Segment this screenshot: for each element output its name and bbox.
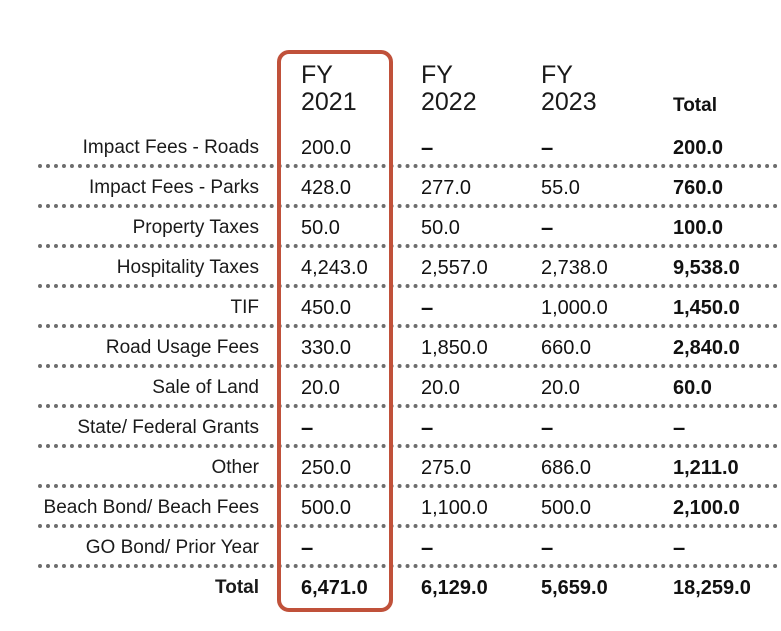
cell-fy2023: 660.0 (541, 337, 592, 359)
row-label: Other (211, 457, 259, 478)
row-separator (38, 324, 778, 328)
cell-fy2022: 275.0 (421, 457, 472, 479)
cell-fy2022: – (421, 135, 434, 160)
header-fy2021: FY 2021 (301, 61, 357, 116)
table-row: Hospitality Taxes 4,243.0 2,557.0 2,738.0 9,… (0, 248, 781, 288)
cell-fy2021: 200.0 (301, 137, 352, 159)
row-label: Total (215, 577, 259, 598)
row-label: Road Usage Fees (105, 337, 259, 358)
row-separator (38, 204, 778, 208)
cell-fy2022: – (421, 415, 434, 440)
cell-fy2023: – (541, 415, 554, 440)
table-row: GO Bond/ Prior Year – – – – (0, 528, 781, 568)
header-fy2023: FY 2023 (541, 61, 597, 116)
cell-fy2021: 20.0 (301, 377, 340, 399)
cell-fy2022: 2,557.0 (421, 257, 488, 279)
cell-total: – (673, 415, 686, 440)
cell-total: 2,840.0 (673, 337, 740, 359)
cell-fy2023: – (541, 135, 554, 160)
row-separator (38, 284, 778, 288)
header-fy2022: FY 2022 (421, 61, 477, 116)
cell-fy2022: 1,100.0 (421, 497, 488, 519)
cell-total: 18,259.0 (673, 577, 751, 599)
cell-fy2022: 277.0 (421, 177, 472, 199)
fy2021-highlight-box (277, 50, 393, 612)
cell-fy2022: 6,129.0 (421, 577, 488, 599)
cell-fy2021: – (301, 535, 314, 560)
row-separator (38, 444, 778, 448)
table-row: Impact Fees - Parks 428.0 277.0 55.0 760.0 (0, 168, 781, 208)
cell-total: 9,538.0 (673, 257, 740, 279)
row-separator (38, 404, 778, 408)
cell-fy2022: – (421, 295, 434, 320)
cell-fy2021: 500.0 (301, 497, 352, 519)
row-separator (38, 524, 778, 528)
cell-fy2021: 50.0 (301, 217, 340, 239)
cell-total: 1,450.0 (673, 297, 740, 319)
row-separator (38, 164, 778, 168)
cell-fy2023: 2,738.0 (541, 257, 608, 279)
row-label: Property Taxes (132, 217, 259, 238)
cell-fy2023: 1,000.0 (541, 297, 608, 319)
cell-fy2022: 1,850.0 (421, 337, 488, 359)
row-label: State/ Federal Grants (77, 417, 259, 438)
table-row: TIF 450.0 – 1,000.0 1,450.0 (0, 288, 781, 328)
cell-fy2022: – (421, 535, 434, 560)
table-row: Property Taxes 50.0 50.0 – 100.0 (0, 208, 781, 248)
cell-fy2021: 250.0 (301, 457, 352, 479)
cell-fy2023: 20.0 (541, 377, 580, 399)
cell-fy2022: 50.0 (421, 217, 460, 239)
cell-fy2021: – (301, 415, 314, 440)
header-total: Total (673, 95, 717, 116)
cell-fy2021: 428.0 (301, 177, 352, 199)
row-label: Impact Fees - Parks (89, 177, 259, 198)
row-separator (38, 564, 778, 568)
row-label: GO Bond/ Prior Year (85, 537, 259, 558)
cell-fy2023: 55.0 (541, 177, 580, 199)
cell-fy2023: – (541, 215, 554, 240)
row-separator (38, 484, 778, 488)
table-row: Sale of Land 20.0 20.0 20.0 60.0 (0, 368, 781, 408)
table-row: Beach Bond/ Beach Fees 500.0 1,100.0 500.0 2… (0, 488, 781, 528)
cell-fy2023: 500.0 (541, 497, 592, 519)
cell-total: 2,100.0 (673, 497, 740, 519)
cell-fy2021: 330.0 (301, 337, 352, 359)
cell-fy2021: 4,243.0 (301, 257, 368, 279)
cell-fy2023: 686.0 (541, 457, 592, 479)
cell-fy2023: 5,659.0 (541, 577, 608, 599)
table-row: State/ Federal Grants – – – – (0, 408, 781, 448)
table-row: Other 250.0 275.0 686.0 1,211.0 (0, 448, 781, 488)
cell-total: 1,211.0 (673, 457, 739, 479)
cell-total: 200.0 (673, 137, 724, 159)
cell-fy2023: – (541, 535, 554, 560)
row-label: Impact Fees - Roads (82, 137, 259, 158)
row-label: TIF (230, 297, 260, 318)
row-label: Beach Bond/ Beach Fees (43, 497, 259, 518)
cell-fy2022: 20.0 (421, 377, 460, 399)
total-row: Total 6,471.0 6,129.0 5,659.0 18,259.0 (0, 568, 781, 608)
row-separator (38, 364, 778, 368)
cell-total: – (673, 535, 686, 560)
cell-total: 60.0 (673, 377, 712, 399)
cell-fy2021: 450.0 (301, 297, 352, 319)
cell-total: 760.0 (673, 177, 724, 199)
cell-fy2021: 6,471.0 (301, 577, 368, 599)
cell-total: 100.0 (673, 217, 724, 239)
row-label: Hospitality Taxes (116, 257, 259, 278)
table-row: Impact Fees - Roads 200.0 – – 200.0 (0, 128, 781, 168)
row-label: Sale of Land (152, 377, 259, 398)
table-row: Road Usage Fees 330.0 1,850.0 660.0 2,840.0 (0, 328, 781, 368)
row-separator (38, 244, 778, 248)
